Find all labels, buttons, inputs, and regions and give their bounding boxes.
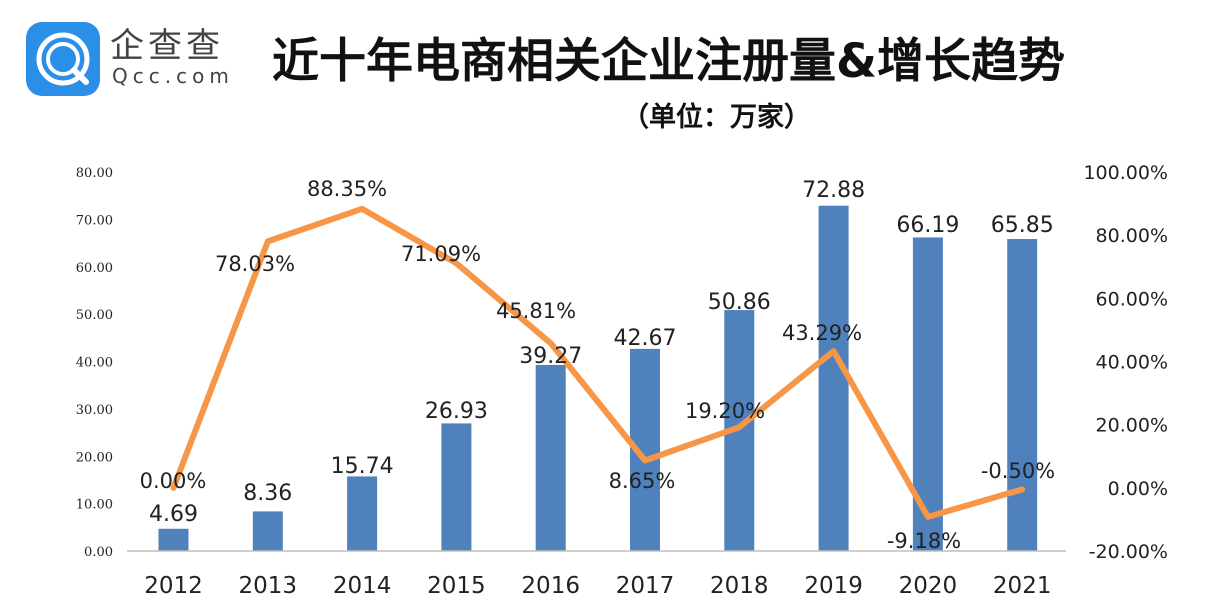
- logo-domain: Qcc.com: [112, 64, 234, 88]
- x-axis-tick-label: 2013: [239, 573, 298, 599]
- right-axis-tick-label: 80.00%: [1096, 225, 1168, 247]
- x-axis-tick-label: 2019: [804, 573, 863, 599]
- bar-series: [158, 205, 1038, 552]
- chart-header: 企查查 Qcc.com 近十年电商相关企业注册量&增长趋势 （单位：万家）: [0, 0, 1232, 133]
- right-axis: -20.00% 0.00% 20.00% 40.00% 60.00% 80.00% 100.…: [1083, 162, 1168, 563]
- left-axis-tick-label: 0.00: [84, 545, 113, 560]
- line-value-label: 88.35%: [307, 177, 387, 201]
- line-series: [170, 205, 1026, 520]
- left-axis-tick-label: 10.00: [76, 498, 113, 513]
- line-value-label: 8.65%: [609, 469, 676, 493]
- bar-value-labels: 4.69 8.36 15.74 26.93 39.27 42.67 50.86 72.88 66…: [149, 178, 1054, 527]
- bar-value-label: 65.85: [991, 213, 1054, 238]
- bar-value-label: 50.86: [708, 290, 771, 315]
- bar-2012: [158, 528, 189, 551]
- left-axis-tick-label: 20.00: [76, 450, 113, 465]
- bar-value-label: 15.74: [331, 454, 394, 479]
- chart-subtitle: （单位：万家）: [622, 102, 811, 133]
- x-axis-tick-label: 2014: [333, 573, 392, 599]
- bar-value-label: 4.69: [149, 502, 198, 527]
- x-axis-tick-label: 2012: [144, 573, 203, 599]
- bar-value-label: 8.36: [243, 481, 292, 506]
- line-value-labels: 0.00% 78.03% 88.35% 71.09% 45.81% 8.65% 19.20%…: [140, 177, 1056, 553]
- right-axis-tick-label: 40.00%: [1096, 352, 1168, 374]
- bar-value-label: 66.19: [896, 213, 959, 238]
- left-axis: 0.00 10.00 20.00 30.00 40.00 50.00 60.00 70.00 8…: [76, 166, 113, 560]
- line-value-label: 19.20%: [685, 399, 765, 423]
- bar-2013: [252, 511, 283, 551]
- x-axis-tick-label: 2016: [521, 573, 580, 599]
- bar-2016: [535, 364, 566, 551]
- growth-rate-line: [170, 205, 1026, 520]
- right-axis-tick-label: 20.00%: [1096, 415, 1168, 437]
- line-value-label: -0.50%: [981, 459, 1055, 483]
- line-value-label: 43.29%: [782, 321, 862, 345]
- right-axis-tick-label: 60.00%: [1096, 288, 1168, 310]
- line-value-label: 78.03%: [215, 252, 295, 276]
- qcc-logo-icon: [26, 22, 100, 96]
- x-axis-tick-label: 2018: [710, 573, 769, 599]
- x-axis-tick-label: 2021: [993, 573, 1052, 599]
- left-axis-tick-label: 30.00: [76, 403, 113, 418]
- bar-2019: [818, 205, 849, 551]
- bar-2014: [347, 476, 378, 551]
- line-value-label: 45.81%: [496, 299, 576, 323]
- left-axis-tick-label: 60.00: [76, 261, 113, 276]
- logo-name: 企查查: [110, 26, 224, 66]
- bar-value-label: 39.27: [519, 344, 582, 369]
- right-axis-tick-label: 100.00%: [1083, 162, 1168, 184]
- x-axis-tick-label: 2017: [616, 573, 675, 599]
- left-axis-tick-label: 50.00: [76, 308, 113, 323]
- right-axis-tick-label: 0.00%: [1108, 478, 1168, 500]
- right-axis-tick-label: -20.00%: [1089, 541, 1168, 563]
- x-axis-tick-label: 2015: [427, 573, 486, 599]
- bar-2021: [1007, 239, 1038, 551]
- bar-2015: [441, 423, 472, 551]
- line-value-label: -9.18%: [887, 529, 961, 553]
- chart-title: 近十年电商相关企业注册量&增长趋势: [272, 34, 1065, 89]
- line-value-label: 0.00%: [140, 469, 207, 493]
- bar-value-label: 42.67: [614, 326, 677, 351]
- line-value-label: 71.09%: [401, 242, 481, 266]
- bar-value-label: 26.93: [425, 399, 488, 424]
- bar-value-label: 72.88: [802, 178, 865, 203]
- left-axis-tick-label: 70.00: [76, 213, 113, 228]
- x-axis-tick-label: 2020: [899, 573, 958, 599]
- x-axis: 2012 2013 2014 2015 2016 2017 2018 2019 2020 2021: [127, 550, 1066, 599]
- left-axis-tick-label: 40.00: [76, 356, 113, 371]
- left-axis-tick-label: 80.00: [76, 166, 113, 181]
